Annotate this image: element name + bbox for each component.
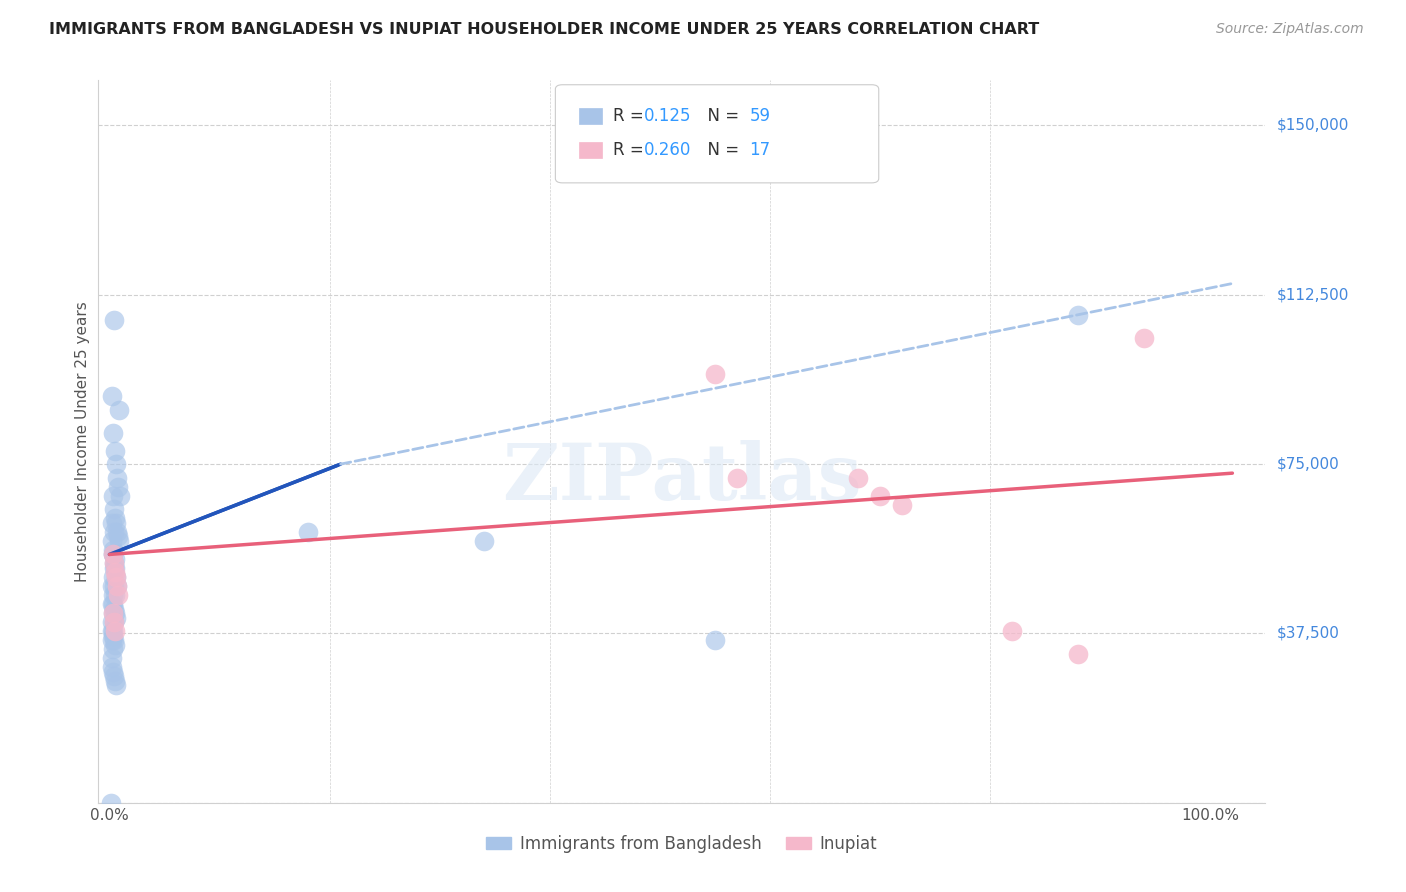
Point	[100, 624, 122, 639]
Text: 17: 17	[749, 141, 770, 159]
Point	[100, 533, 122, 548]
Point	[105, 579, 128, 593]
Point	[103, 601, 125, 615]
Legend: Immigrants from Bangladesh, Inupiat: Immigrants from Bangladesh, Inupiat	[479, 828, 884, 860]
Point	[103, 312, 125, 326]
Point	[101, 542, 124, 557]
Point	[101, 548, 124, 562]
Point	[725, 470, 748, 484]
Point	[105, 570, 128, 584]
Point	[105, 579, 128, 593]
Text: N =: N =	[697, 107, 745, 125]
Point	[103, 561, 125, 575]
Point	[107, 529, 129, 543]
Point	[103, 633, 125, 648]
Point	[101, 642, 124, 657]
Point	[100, 615, 122, 630]
Point	[104, 606, 127, 620]
Point	[104, 638, 127, 652]
Point	[103, 669, 125, 683]
Text: 0.260: 0.260	[644, 141, 692, 159]
Point	[472, 533, 495, 548]
Point	[869, 489, 891, 503]
Text: IMMIGRANTS FROM BANGLADESH VS INUPIAT HOUSEHOLDER INCOME UNDER 25 YEARS CORRELAT: IMMIGRANTS FROM BANGLADESH VS INUPIAT HO…	[49, 22, 1039, 37]
Point	[104, 624, 127, 639]
Text: R =: R =	[613, 107, 650, 125]
Point	[104, 443, 127, 458]
Text: $150,000: $150,000	[1277, 118, 1348, 133]
Text: R =: R =	[613, 141, 650, 159]
Text: $112,500: $112,500	[1277, 287, 1348, 302]
Text: N =: N =	[697, 141, 745, 159]
Point	[108, 403, 131, 417]
Point	[101, 588, 124, 602]
Point	[103, 557, 125, 571]
Text: ZIPatlas: ZIPatlas	[502, 440, 862, 516]
Point	[107, 588, 129, 602]
Point	[101, 548, 124, 562]
Point	[104, 511, 127, 525]
Point	[100, 633, 122, 648]
Point	[104, 673, 127, 688]
Y-axis label: Householder Income Under 25 years: Householder Income Under 25 years	[75, 301, 90, 582]
Point	[101, 570, 124, 584]
Point	[103, 615, 125, 630]
Point	[101, 548, 124, 562]
Point	[100, 389, 122, 403]
Point	[101, 597, 124, 611]
Point	[100, 516, 122, 530]
Text: Source: ZipAtlas.com: Source: ZipAtlas.com	[1216, 22, 1364, 37]
Point	[103, 502, 125, 516]
Point	[101, 425, 124, 440]
Point	[101, 606, 124, 620]
Point	[100, 597, 122, 611]
Point	[105, 516, 128, 530]
Point	[1001, 624, 1024, 639]
Point	[101, 606, 124, 620]
Point	[105, 610, 128, 624]
Point	[105, 470, 128, 484]
Text: $75,000: $75,000	[1277, 457, 1340, 472]
Point	[105, 524, 128, 539]
Point	[108, 533, 131, 548]
Point	[110, 489, 132, 503]
Point	[104, 588, 127, 602]
Point	[105, 678, 128, 692]
Point	[105, 570, 128, 584]
Point	[1067, 308, 1090, 322]
Point	[101, 665, 124, 679]
Point	[101, 489, 124, 503]
Point	[297, 524, 319, 539]
Point	[104, 552, 127, 566]
Point	[891, 498, 914, 512]
Point	[103, 615, 125, 630]
Text: 0.125: 0.125	[644, 107, 692, 125]
Point	[1133, 331, 1156, 345]
Point	[101, 629, 124, 643]
Point	[703, 633, 725, 648]
Point	[100, 660, 122, 674]
Point	[103, 579, 125, 593]
Point	[1067, 647, 1090, 661]
Point	[703, 367, 725, 381]
Point	[103, 557, 125, 571]
Point	[104, 566, 127, 580]
Point	[100, 796, 122, 810]
Point	[103, 524, 125, 539]
Point	[107, 480, 129, 494]
Point	[101, 624, 124, 639]
Point	[846, 470, 869, 484]
Point	[100, 651, 122, 665]
Text: $37,500: $37,500	[1277, 626, 1340, 641]
Point	[104, 561, 127, 575]
Point	[105, 457, 128, 471]
Point	[100, 579, 122, 593]
Text: 59: 59	[749, 107, 770, 125]
